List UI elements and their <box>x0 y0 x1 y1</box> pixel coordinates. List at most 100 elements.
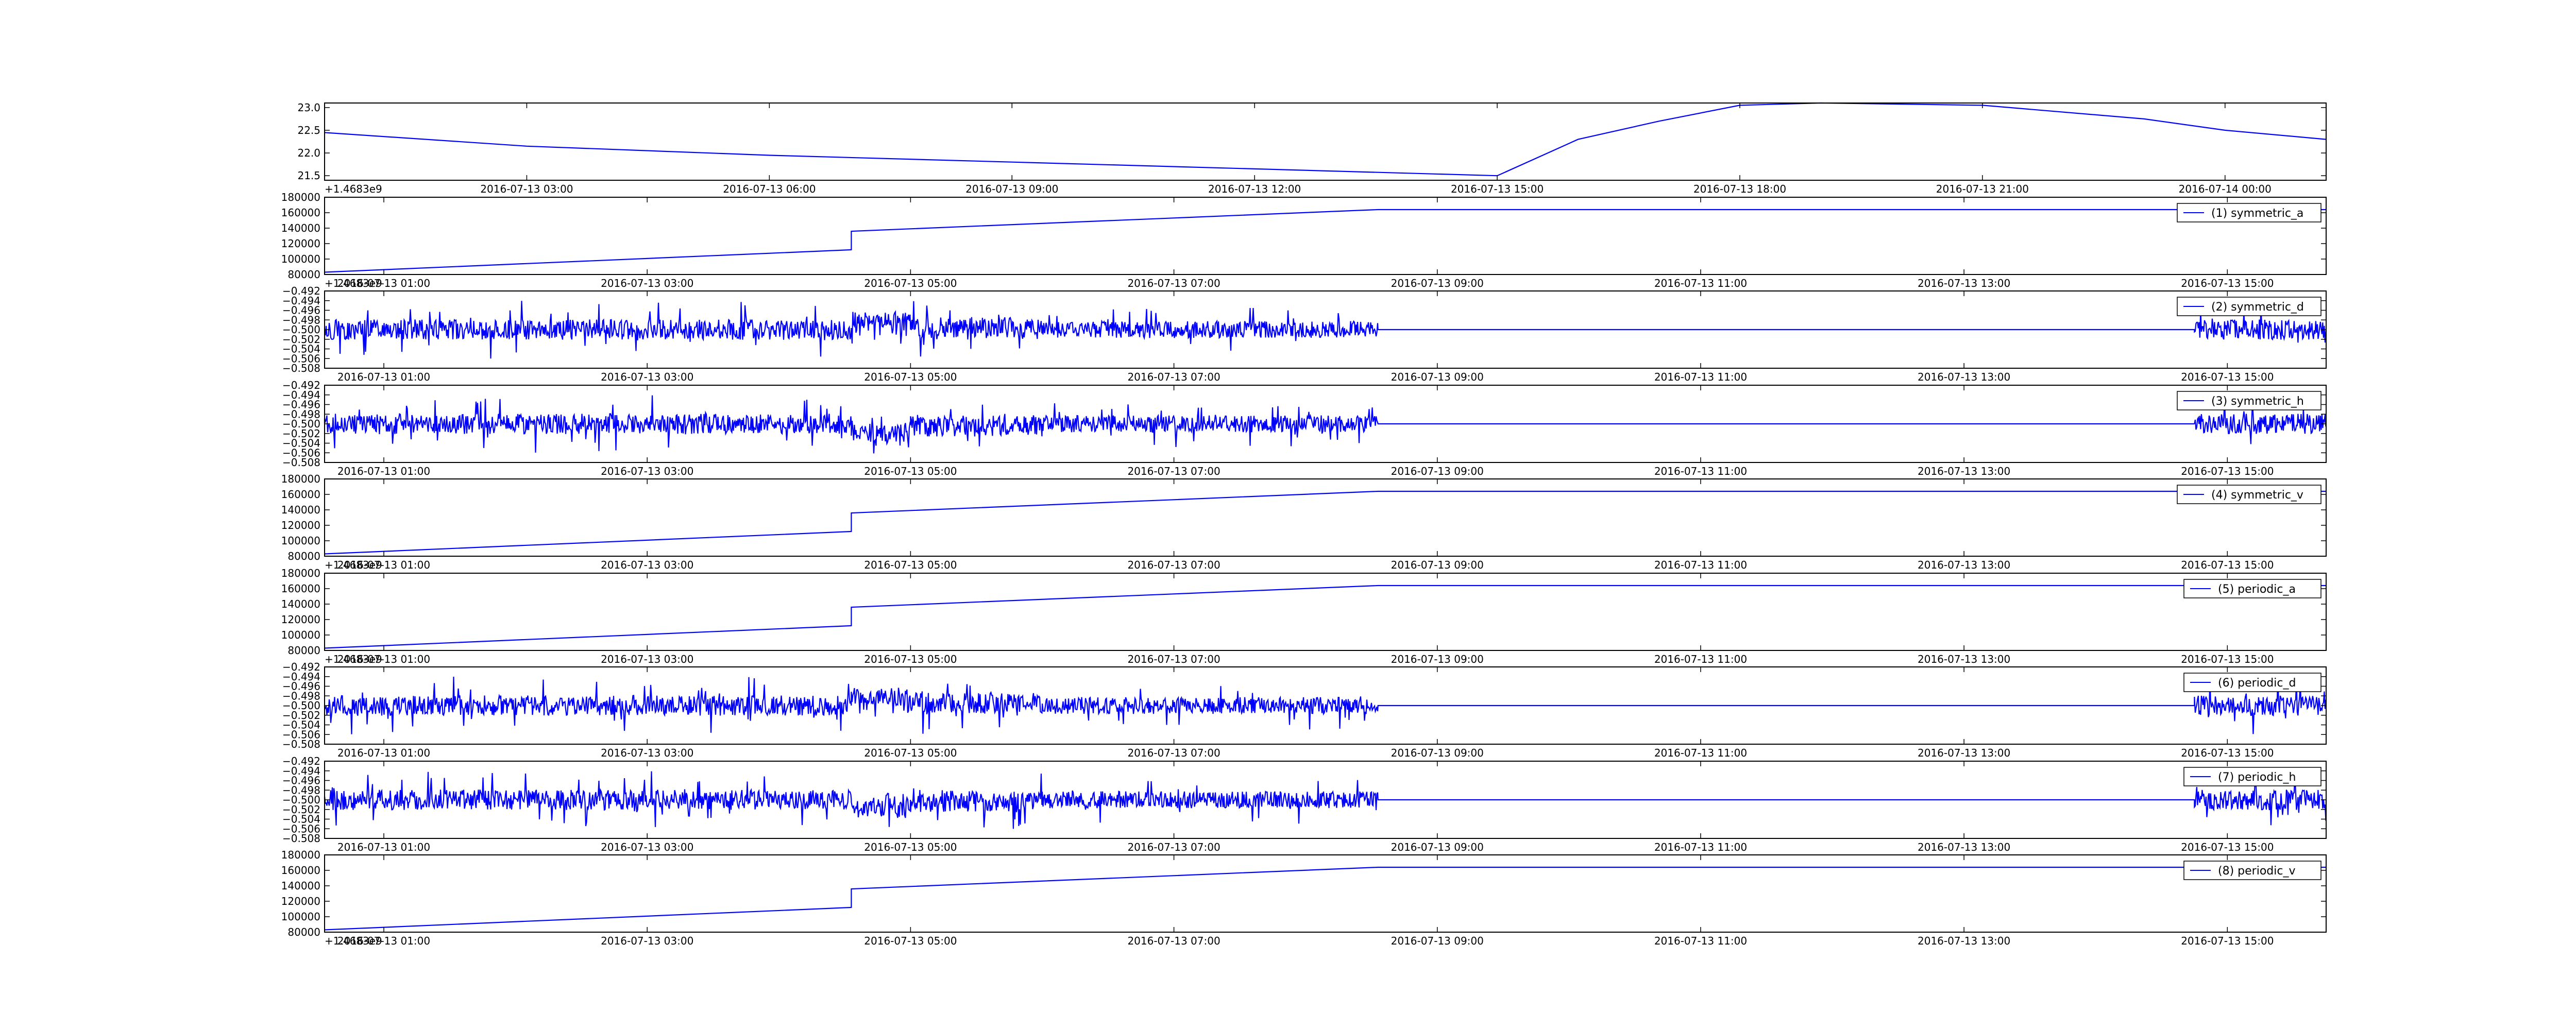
x-tick-label: 2016-07-13 13:00 <box>1918 747 2010 759</box>
y-tick-label: −0.508 <box>282 738 320 750</box>
y-tick-label: −0.492 <box>282 755 320 767</box>
y-tick-label: 140000 <box>281 598 320 610</box>
y-tick-label: −0.500 <box>282 794 320 806</box>
x-tick-label: 2016-07-13 13:00 <box>1918 559 2010 571</box>
x-tick-label: 2016-07-13 07:00 <box>1127 841 1220 853</box>
y-tick-label: 80000 <box>287 644 320 657</box>
y-tick-label: 22.5 <box>297 124 320 136</box>
y-tick-label: −0.492 <box>282 379 320 391</box>
y-tick-label: −0.502 <box>282 333 320 346</box>
series-line <box>324 395 2327 454</box>
y-tick-label: 180000 <box>281 191 320 203</box>
chart-panel-3: −0.508−0.506−0.504−0.502−0.500−0.498−0.4… <box>282 285 2327 383</box>
x-tick-label: 2016-07-13 01:00 <box>337 653 430 665</box>
x-tick-label: 2016-07-13 01:00 <box>337 277 430 289</box>
x-tick-label: 2016-07-13 05:00 <box>864 653 957 665</box>
axes-frame <box>324 854 2327 933</box>
x-tick-label: 2016-07-13 11:00 <box>1654 465 1747 477</box>
y-tick-label: −0.504 <box>282 719 320 731</box>
x-tick-label: 2016-07-13 15:00 <box>1451 183 1544 195</box>
legend-label: (6) periodic_d <box>2218 677 2296 690</box>
x-tick-label: 2016-07-13 15:00 <box>2181 841 2274 853</box>
x-tick-label: 2016-07-13 11:00 <box>1654 841 1747 853</box>
series-line <box>324 585 2326 649</box>
x-tick-label: 2016-07-13 01:00 <box>337 935 430 947</box>
x-tick-label: 2016-07-13 03:00 <box>601 747 693 759</box>
x-tick-label: 2016-07-13 13:00 <box>1918 465 2010 477</box>
y-tick-label: −0.494 <box>282 389 320 401</box>
y-tick-label: −0.494 <box>282 671 320 683</box>
y-tick-label: 100000 <box>281 629 320 641</box>
y-tick-label: −0.504 <box>282 437 320 450</box>
axes-frame <box>324 573 2327 651</box>
x-tick-label: 2016-07-13 07:00 <box>1127 277 1220 289</box>
y-tick-label: −0.502 <box>282 427 320 440</box>
y-tick-label: 100000 <box>281 253 320 265</box>
y-tick-label: 120000 <box>281 895 320 907</box>
legend-label: (3) symmetric_h <box>2211 395 2304 408</box>
y-tick-label: 180000 <box>281 849 320 861</box>
series-line <box>324 490 2326 555</box>
x-tick-label: 2016-07-13 05:00 <box>864 747 957 759</box>
x-tick-label: 2016-07-13 15:00 <box>2181 559 2274 571</box>
x-tick-label: 2016-07-13 13:00 <box>1918 653 2010 665</box>
x-tick-label: 2016-07-13 15:00 <box>2181 935 2274 947</box>
x-offset-label: +1.4683e9 <box>325 183 382 195</box>
x-tick-label: 2016-07-13 09:00 <box>1391 653 1484 665</box>
x-tick-label: 2016-07-13 03:00 <box>601 653 693 665</box>
y-tick-label: 180000 <box>281 567 320 579</box>
x-tick-label: 2016-07-13 05:00 <box>864 465 957 477</box>
x-tick-label: 2016-07-13 15:00 <box>2181 465 2274 477</box>
chart-panel-6: 80000 100000 120000 140000 160000 180000 2016-… <box>281 567 2327 665</box>
y-tick-label: −0.506 <box>282 728 320 741</box>
y-tick-label: 140000 <box>281 222 320 234</box>
x-tick-label: 2016-07-13 15:00 <box>2181 747 2274 759</box>
series-line <box>324 676 2327 734</box>
x-tick-label: 2016-07-13 13:00 <box>1918 935 2010 947</box>
series-line <box>324 209 2326 273</box>
x-tick-label: 2016-07-13 01:00 <box>337 371 430 383</box>
x-tick-label: 2016-07-13 11:00 <box>1654 747 1747 759</box>
y-tick-label: −0.504 <box>282 813 320 826</box>
x-tick-label: 2016-07-13 01:00 <box>337 841 430 853</box>
x-tick-label: 2016-07-13 11:00 <box>1654 559 1747 571</box>
x-tick-label: 2016-07-13 03:00 <box>601 277 693 289</box>
y-tick-label: 120000 <box>281 613 320 626</box>
x-tick-label: 2016-07-13 05:00 <box>864 371 957 383</box>
y-tick-label: −0.496 <box>282 775 320 787</box>
x-tick-label: 2016-07-13 03:00 <box>480 183 573 195</box>
chart-panel-9: 80000 100000 120000 140000 160000 180000 2016-… <box>281 849 2327 947</box>
y-tick-label: −0.506 <box>282 822 320 835</box>
x-tick-label: 2016-07-13 09:00 <box>1391 935 1484 947</box>
x-tick-label: 2016-07-13 09:00 <box>1391 559 1484 571</box>
legend-label: (4) symmetric_v <box>2211 489 2303 502</box>
y-tick-label: −0.496 <box>282 399 320 411</box>
axes-frame <box>324 102 2327 181</box>
y-tick-label: −0.498 <box>282 408 320 420</box>
y-tick-label: −0.502 <box>282 803 320 816</box>
x-tick-label: 2016-07-13 13:00 <box>1918 277 2010 289</box>
chart-panel-4: −0.508−0.506−0.504−0.502−0.500−0.498−0.4… <box>282 379 2327 477</box>
y-tick-label: −0.500 <box>282 699 320 712</box>
x-tick-label: 2016-07-13 07:00 <box>1127 747 1220 759</box>
axes-frame <box>324 478 2327 557</box>
x-tick-label: 2016-07-13 18:00 <box>1693 183 1786 195</box>
x-tick-label: 2016-07-13 11:00 <box>1654 653 1747 665</box>
axes-frame <box>324 197 2327 275</box>
x-tick-label: 2016-07-13 01:00 <box>337 559 430 571</box>
y-tick-label: −0.508 <box>282 832 320 845</box>
x-tick-label: 2016-07-13 06:00 <box>723 183 816 195</box>
x-tick-label: 2016-07-13 03:00 <box>601 841 693 853</box>
y-tick-label: 120000 <box>281 237 320 250</box>
x-tick-label: 2016-07-13 13:00 <box>1918 371 2010 383</box>
y-tick-label: 23.0 <box>297 101 320 114</box>
legend-label: (2) symmetric_d <box>2211 301 2304 314</box>
y-tick-label: 180000 <box>281 473 320 485</box>
x-tick-label: 2016-07-13 03:00 <box>601 559 693 571</box>
chart-panel-7: −0.508−0.506−0.504−0.502−0.500−0.498−0.4… <box>282 661 2327 759</box>
y-tick-label: −0.502 <box>282 709 320 722</box>
y-tick-label: −0.494 <box>282 765 320 777</box>
y-tick-label: 80000 <box>287 550 320 562</box>
series-line <box>324 301 2327 359</box>
series-line <box>324 866 2326 931</box>
